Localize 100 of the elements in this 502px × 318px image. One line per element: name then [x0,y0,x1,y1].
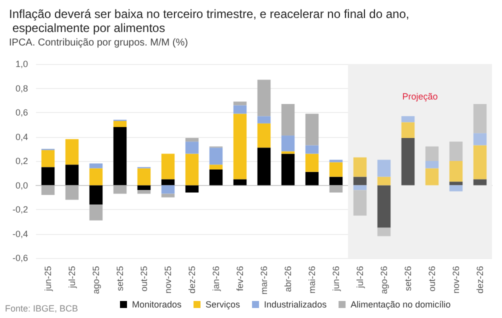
y-tick-label: 0,6 [15,108,28,118]
bar [425,168,439,186]
bar [257,116,271,124]
x-tick-label: ago-26 [379,266,389,294]
bar [329,176,343,186]
bar [113,185,127,194]
bar [41,167,55,186]
x-tick-label: set-25 [115,266,125,292]
chart-subtitle: IPCA. Contribuição por grupos. M/M (%) [9,38,188,48]
bar [353,157,367,177]
bar [89,163,103,168]
x-tick-label: mai-26 [307,266,317,294]
bar [41,150,55,168]
x-tick-label: nov-25 [163,266,173,294]
bar [233,179,247,186]
y-tick-label: 0,4 [15,132,28,142]
bar [281,154,295,186]
bar [281,104,295,136]
x-tick-label: jul-25 [67,266,77,290]
bar [161,154,175,180]
x-tick-label: jan-26 [211,266,221,292]
bar [185,185,199,193]
x-tick-label: nov-26 [451,266,461,294]
x-tick-label: abr-26 [283,266,293,292]
x-tick-label: jul-26 [355,266,365,290]
x-tick-label: dez-25 [187,266,197,294]
bar [281,136,295,152]
y-tick-label: 0,2 [15,156,28,166]
bar [425,161,439,168]
bar [425,146,439,161]
x-tick-label: out-26 [427,266,437,292]
bar [305,172,319,186]
legend-label: Alimentação no domicílio [350,300,451,310]
bar [137,190,151,194]
y-tick-label: -0,4 [12,228,28,239]
legend-label: Monitorados [132,300,182,310]
x-tick-label: jun-26 [331,266,341,292]
bar [89,204,103,220]
bar [473,179,487,186]
bar [209,164,223,170]
bar [89,185,103,205]
bar [353,185,367,190]
bar [185,142,199,154]
legend-label: Industrializados [264,300,328,310]
bar [41,185,55,195]
y-tick-label: 1,0 [15,59,28,69]
y-tick-label: 0,0 [15,180,28,190]
bar [161,194,175,198]
bar [377,228,391,236]
source-note: Fonte: IBGE, BCB [5,304,78,314]
bar [89,168,103,186]
x-tick-label: ago-25 [91,266,101,294]
bar [401,122,415,138]
bar [377,160,391,177]
bar [305,114,319,146]
bar [449,185,463,192]
bar [65,185,79,200]
chart-title: Inflação deverá ser baixa no terceiro trimestre, e reacelerar no final do ano, especialmente por alimentos [9,7,410,35]
x-tick-label: fev-26 [235,266,245,292]
bar [137,168,151,186]
bar [449,161,463,182]
y-tick-label: -0,2 [12,204,28,214]
bar [113,127,127,186]
bar [233,114,247,180]
bar [473,104,487,134]
bar [449,182,463,186]
bar [257,123,271,148]
bar [185,138,199,142]
y-tick-label: -0,6 [12,253,28,263]
x-tick-label: dez-26 [475,266,485,294]
x-tick-label: mar-26 [259,266,269,295]
bar [329,162,343,177]
bar [185,154,199,186]
bar [137,185,151,190]
legend-label: Serviços [206,300,241,310]
bar [209,169,223,186]
bar [377,185,391,228]
bar [473,145,487,180]
bar [233,102,247,106]
bar [257,80,271,116]
bar [257,148,271,186]
x-tick-label: jun-25 [43,266,53,292]
bar [305,154,319,172]
bar [377,176,391,186]
bar [305,145,319,154]
bar [353,176,367,186]
bar [473,133,487,146]
bar [401,116,415,122]
bar [113,120,127,128]
bar [233,105,247,114]
bar [161,185,175,194]
bar [161,179,175,186]
x-tick-label: set-26 [403,266,413,292]
x-tick-label: out-25 [139,266,149,292]
bar [401,138,415,186]
y-tick-label: 0,8 [15,83,28,94]
bar [209,148,223,165]
bar [329,185,343,193]
bar [65,139,79,165]
bar [449,142,463,161]
